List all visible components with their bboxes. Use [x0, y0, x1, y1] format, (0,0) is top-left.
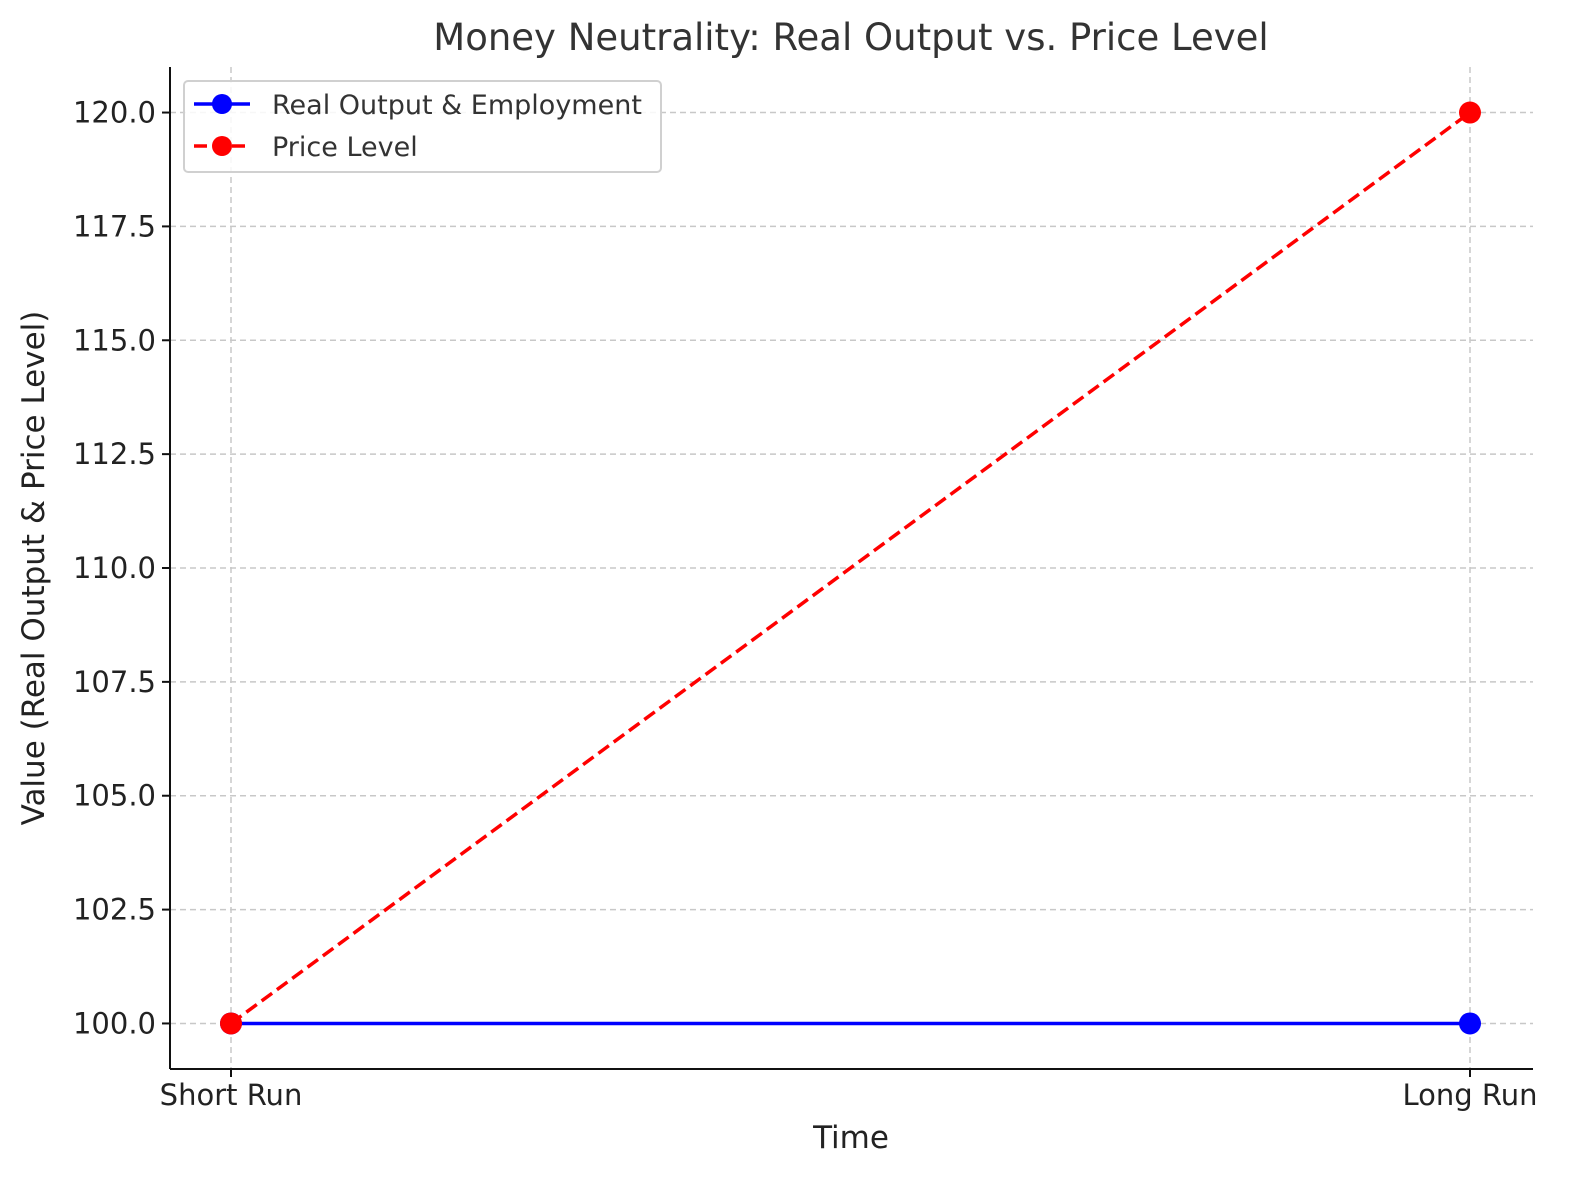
legend-item: Price Level — [194, 132, 418, 163]
series-price-level — [220, 101, 1481, 1035]
y-tick-label: 110.0 — [73, 551, 156, 585]
legend: Real Output & Employment Price Level — [183, 80, 662, 173]
y-tick-label: 112.5 — [73, 437, 156, 471]
series-real-output — [220, 1012, 1481, 1035]
y-tick-label: 107.5 — [73, 665, 156, 699]
y-tick-label: 115.0 — [73, 323, 156, 357]
data-point — [220, 1012, 242, 1035]
x-tick-label: Short Run — [160, 1078, 303, 1112]
legend-marker — [212, 94, 232, 114]
chart-title: Money Neutrality: Real Output vs. Price … — [433, 16, 1268, 59]
grid — [170, 67, 1533, 1069]
y-tick-label: 117.5 — [73, 209, 156, 243]
x-axis-label: Time — [812, 1120, 889, 1156]
ticks: 100.0 102.5 105.0 107.5 110.0 112.5 115.0 117.5… — [73, 96, 1538, 1112]
x-tick-label: Long Run — [1402, 1078, 1537, 1112]
y-tick-label: 102.5 — [73, 893, 156, 927]
data-point — [1459, 1012, 1481, 1035]
legend-label: Real Output & Employment — [272, 90, 642, 121]
legend-marker — [212, 136, 232, 156]
y-tick-label: 120.0 — [73, 96, 156, 130]
legend-item: Real Output & Employment — [194, 90, 642, 121]
legend-label: Price Level — [272, 132, 418, 163]
series-line — [229, 111, 1472, 1025]
y-tick-label: 105.0 — [73, 779, 156, 813]
series-layer — [220, 101, 1481, 1035]
legend-frame — [183, 80, 662, 173]
y-axis-label: Value (Real Output & Price Level) — [16, 311, 52, 826]
y-tick-label: 100.0 — [73, 1006, 156, 1040]
data-point — [1459, 101, 1481, 124]
